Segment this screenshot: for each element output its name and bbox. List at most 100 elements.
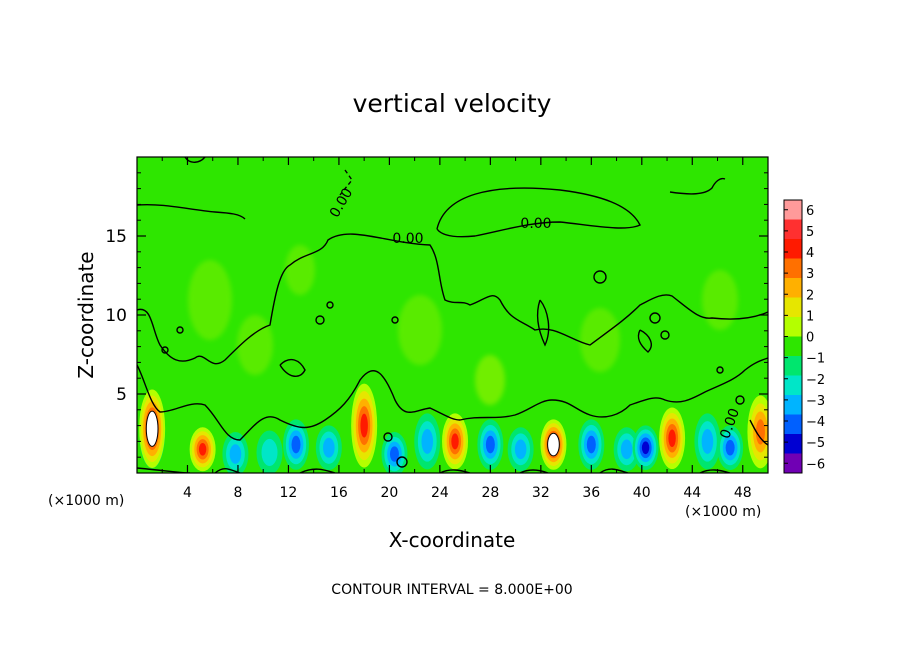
velocity-cell-ring [725,439,735,456]
velocity-cell [632,425,659,471]
velocity-cell [256,430,283,473]
colorbar-swatch [784,219,802,240]
velocity-cell-ring [421,428,434,454]
velocity-cell-ring [291,435,301,454]
chart-title: vertical velocity [353,89,552,118]
y-axis: 5 10 15 [105,172,768,458]
velocity-cell [613,427,640,472]
velocity-cell [717,425,744,471]
velocity-cells [139,383,768,473]
velocity-cell-ring [261,438,278,466]
x-tick-label: 16 [330,485,348,501]
contour-lines [137,157,768,473]
y-axis-label: Z-coordinate [74,251,98,378]
colorbar-tick-label: 1 [806,309,814,324]
velocity-cell [442,413,469,470]
velocity-cell-ring [586,435,596,454]
x-tick-label: 28 [481,485,499,501]
velocity-cell [477,419,504,470]
colorbar-swatch [784,453,802,474]
velocity-cell [578,419,605,470]
colorbar-swatch [784,356,802,376]
colorbar-tick-label: 4 [806,246,814,261]
contour-lower-band [137,357,768,441]
weak-positive-regions [188,245,738,405]
velocity-cell [694,413,721,470]
x-tick-label: 44 [683,485,701,501]
y-tick-label: 15 [105,227,127,247]
velocity-cell [414,413,441,470]
colorbar-swatch [784,395,802,415]
colorbar-swatch [784,258,802,279]
velocity-cell-core [145,410,159,447]
colorbar-tick-label: −3 [806,394,825,409]
colorbar-swatch [784,434,802,454]
contour-interval-note: CONTOUR INTERVAL = 8.000E+00 [331,582,572,598]
velocity-cell [381,432,408,473]
colorbar-swatch [784,317,802,337]
velocity-cell-ring [360,413,368,438]
colorbar-tick-label: −1 [806,352,825,367]
colorbar-swatch [784,239,802,259]
contour-top [184,157,206,163]
colorbar-swatch [784,278,802,298]
velocity-cell-ring [323,437,335,458]
x-tick-label: 48 [734,485,752,501]
velocity-cell-ring [485,435,495,454]
x-tick-label: 8 [233,485,242,501]
velocity-cell [189,427,216,472]
velocity-cell [507,427,534,472]
velocity-cell [540,419,567,470]
velocity-cell-ring [641,441,650,455]
colorbar-tick-label: 3 [806,267,814,282]
velocity-cell-ring [229,444,242,464]
colorbar-swatch [784,200,802,220]
colorbar-swatch [784,297,802,318]
contour-bottom [137,467,731,473]
velocity-cell [659,407,686,470]
velocity-cell-ring [701,428,714,454]
colorbar-tick-label: −4 [806,415,825,430]
colorbar-tick-label: −5 [806,436,825,451]
velocity-cell [351,383,378,468]
y-tick-label: 5 [116,385,127,405]
x-tick-label: 24 [431,485,449,501]
x-tick-label: 32 [532,485,550,501]
velocity-cell-ring [198,443,207,456]
velocity-cell [222,432,249,473]
colorbar-tick-label: 5 [806,225,814,240]
velocity-cell-ring [620,439,633,460]
contour-midlayer [137,233,768,365]
velocity-cell [747,395,768,469]
x-unit-left: (×1000 m) [48,493,124,509]
velocity-cell-core [547,432,560,457]
velocity-cell [315,425,342,471]
colorbar-swatch [784,375,802,396]
velocity-cell [283,419,310,470]
x-tick-label: 36 [582,485,600,501]
colorbar-tick-label: 2 [806,288,814,303]
contour-label: 0.00 [392,231,423,247]
x-tick-label: 4 [183,485,192,501]
x-unit-right: (×1000 m) [685,504,761,520]
colorbar-tick-label: 0 [806,331,814,346]
colorbar: 6 5 4 3 2 1 0 −1 −2 −3 −4 −5 −6 [783,199,825,474]
velocity-cell [139,389,166,468]
velocity-cell-ring [451,433,459,450]
x-axis: 4 8 12 16 20 24 28 32 36 40 44 48 [161,157,752,501]
velocity-cell-ring [668,429,676,448]
colorbar-tick-label: −2 [806,373,825,388]
contour-label: 0.00 [520,216,551,232]
velocity-cell-ring [755,419,765,445]
colorbar-swatch [784,414,802,435]
colorbar-tick-label: 6 [806,204,814,219]
x-tick-label: 20 [380,485,398,501]
y-tick-label: 10 [105,306,127,326]
contour-top-right [669,177,726,195]
x-tick-label: 40 [633,485,651,501]
velocity-cell-ring [389,446,399,462]
velocity-cell-ring [514,439,527,460]
x-axis-label: X-coordinate [389,528,516,552]
contour-upper-right [436,187,641,238]
